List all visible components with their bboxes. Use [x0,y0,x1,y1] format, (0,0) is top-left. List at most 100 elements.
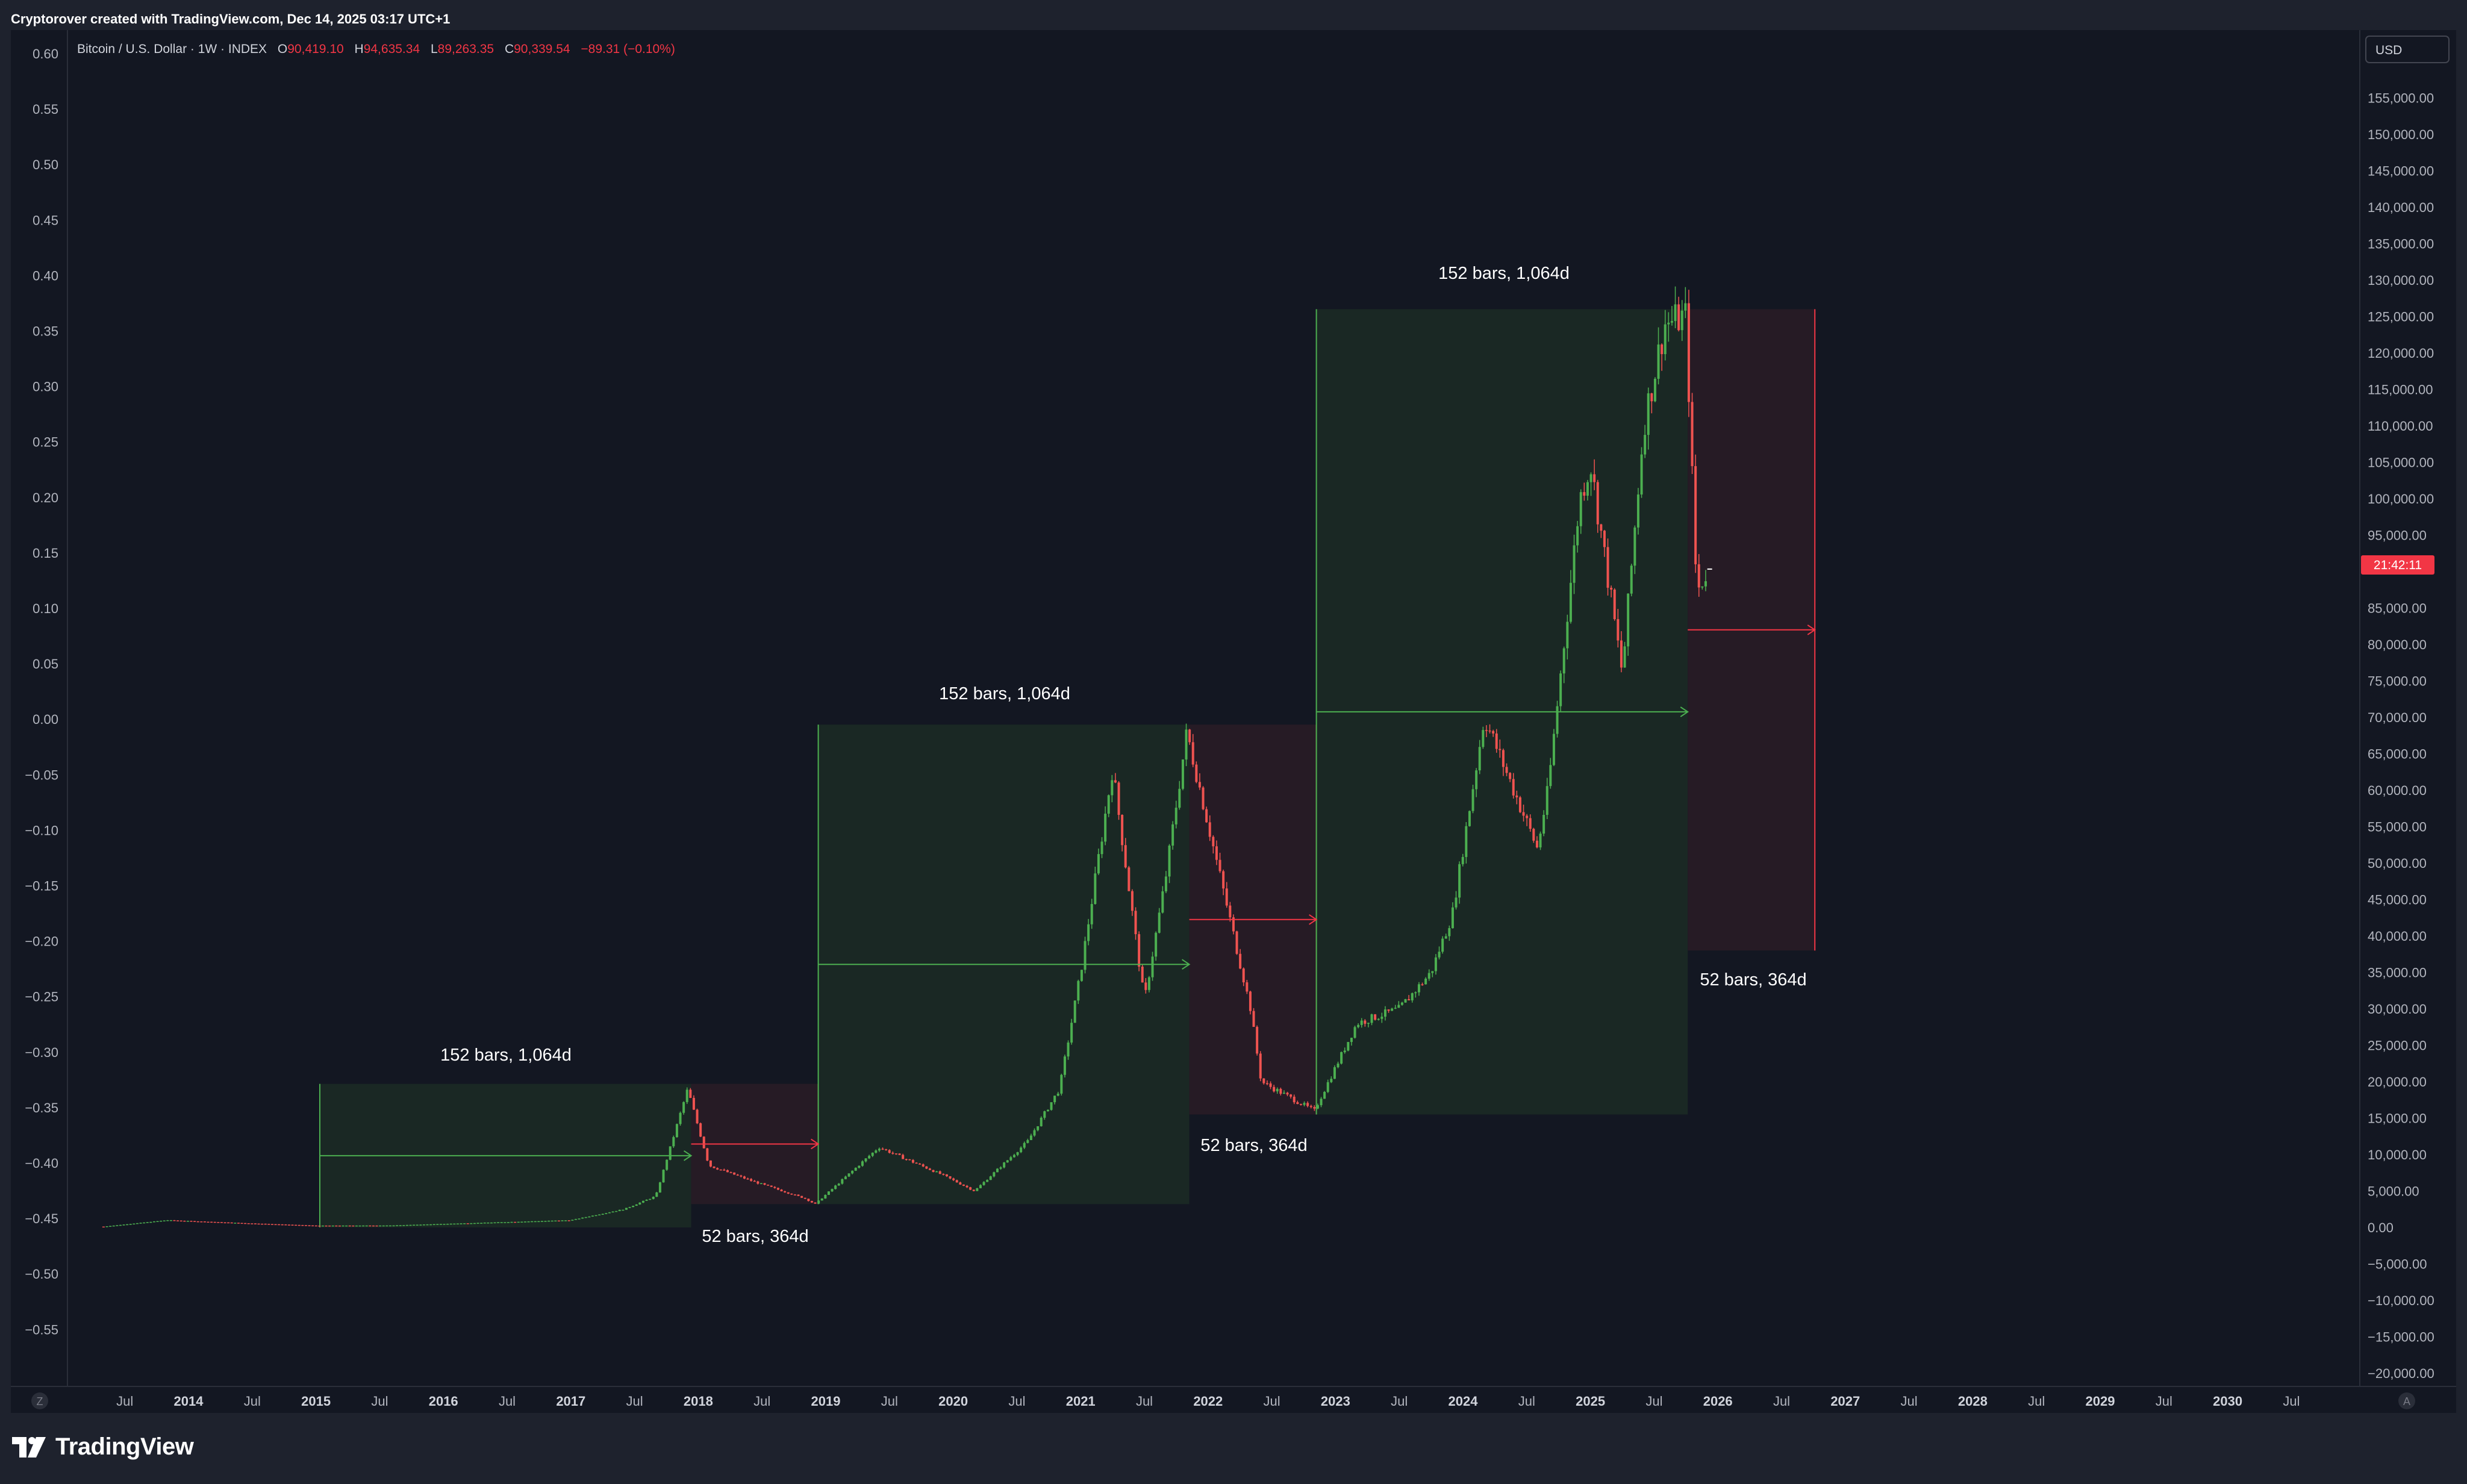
candle-body [1060,1074,1063,1094]
candle-body [1680,310,1683,331]
candle-body [1100,841,1103,855]
candle-body [1229,905,1232,918]
candle-body [1661,344,1664,354]
candle-body [1286,1093,1289,1095]
candle-body [1576,526,1579,546]
candle-body [1313,1107,1316,1109]
candle-body [1461,856,1464,864]
candle-body [1279,1088,1282,1094]
candle-body [1687,303,1690,402]
candle-body [894,1153,897,1155]
candle-body [439,1224,442,1225]
candle-body [1053,1096,1056,1103]
candle-body [767,1184,770,1186]
time-axis-month-label: Jul [1518,1394,1535,1409]
candle-body [557,1220,560,1222]
candle-body [716,1168,719,1170]
candle-body [493,1222,496,1224]
right-axis-ticks: 155,000.00 150,000.00 145,000.00 140,000.00… [2368,91,2434,1382]
candle-body [1256,1027,1259,1054]
candle-body [426,1224,429,1226]
currency-selector[interactable]: USD [2365,36,2450,63]
candle-body [369,1225,372,1227]
candle-body [729,1172,732,1173]
candle-body [270,1224,273,1225]
candle-body [723,1170,726,1171]
candle-body [146,1222,149,1223]
candle-body [1181,759,1184,789]
candle-body [986,1180,989,1182]
candle-body [396,1225,399,1226]
candle-body [257,1223,260,1225]
candle-body [601,1214,604,1215]
candle-body [473,1223,476,1224]
right-axis-tick-label: 35,000.00 [2368,965,2427,980]
candle-body [1397,1005,1400,1008]
candle-body [318,1225,321,1227]
candle-body [419,1224,422,1226]
candle-body [1518,797,1521,812]
candle-body [1090,903,1093,924]
candle-body [1080,970,1083,981]
symbol-legend[interactable]: Bitcoin / U.S. Dollar · 1W · INDEX O90,4… [77,42,675,56]
candle-body [820,1198,823,1201]
candle-body [470,1223,473,1224]
candle-body [726,1170,729,1173]
candle-body [969,1187,972,1190]
candle-body [1195,764,1198,782]
time-axis-year-label: 2020 [938,1394,968,1409]
candle-body [1063,1056,1066,1075]
candle-body [149,1221,152,1223]
candle-body [605,1213,608,1214]
candle-body [234,1223,237,1224]
candle-body [945,1174,948,1176]
high-value: 94,635.34 [364,42,420,56]
candle-body [497,1222,500,1223]
candle-body [1246,982,1249,992]
time-axis-month-label: Jul [2156,1394,2172,1409]
left-price-scale [11,30,67,1386]
high-label: H [355,42,364,56]
candle-body [409,1224,412,1226]
candle-body [301,1224,304,1226]
candle-body [564,1220,567,1221]
candle-body [784,1191,787,1192]
candle-body [594,1215,597,1217]
candle-body [122,1224,125,1226]
time-axis-month-label: Jul [881,1394,898,1409]
time-zone-button[interactable]: Z [31,1392,48,1409]
candle-body [902,1155,905,1159]
candle-body [1573,545,1576,583]
candle-body [196,1221,199,1223]
auto-scale-label: A [2403,1395,2410,1408]
candle-body [230,1222,233,1224]
candle-body [1276,1088,1279,1092]
candle-body [1640,454,1643,495]
candle-body [827,1191,830,1195]
candle-body [1697,564,1700,588]
tradingview-logo[interactable]: TradingView [12,1433,194,1461]
candle-body [803,1197,806,1199]
candle-body [955,1180,958,1183]
candle-body [284,1224,287,1226]
candle-body [649,1199,652,1200]
candle-body [1188,729,1191,743]
chart-credit: Cryptorover created with TradingView.com… [0,0,2467,30]
candle-body [817,1200,820,1204]
candle-body [1124,845,1127,868]
auto-scale-button[interactable]: A [2398,1392,2415,1409]
candle-body [1094,873,1097,904]
right-axis-tick-label: 65,000.00 [2368,747,2427,762]
candle-body [972,1189,975,1191]
left-axis-tick-label: −0.05 [25,767,58,782]
candle-body [342,1225,345,1227]
candle-body [1620,640,1623,668]
candle-body [1600,524,1603,531]
candle-body [1444,936,1447,939]
candle-body [996,1168,999,1173]
candle-body [314,1225,317,1227]
candle-body [1630,566,1633,594]
candle-body [416,1224,419,1226]
candle-body [1579,492,1582,526]
